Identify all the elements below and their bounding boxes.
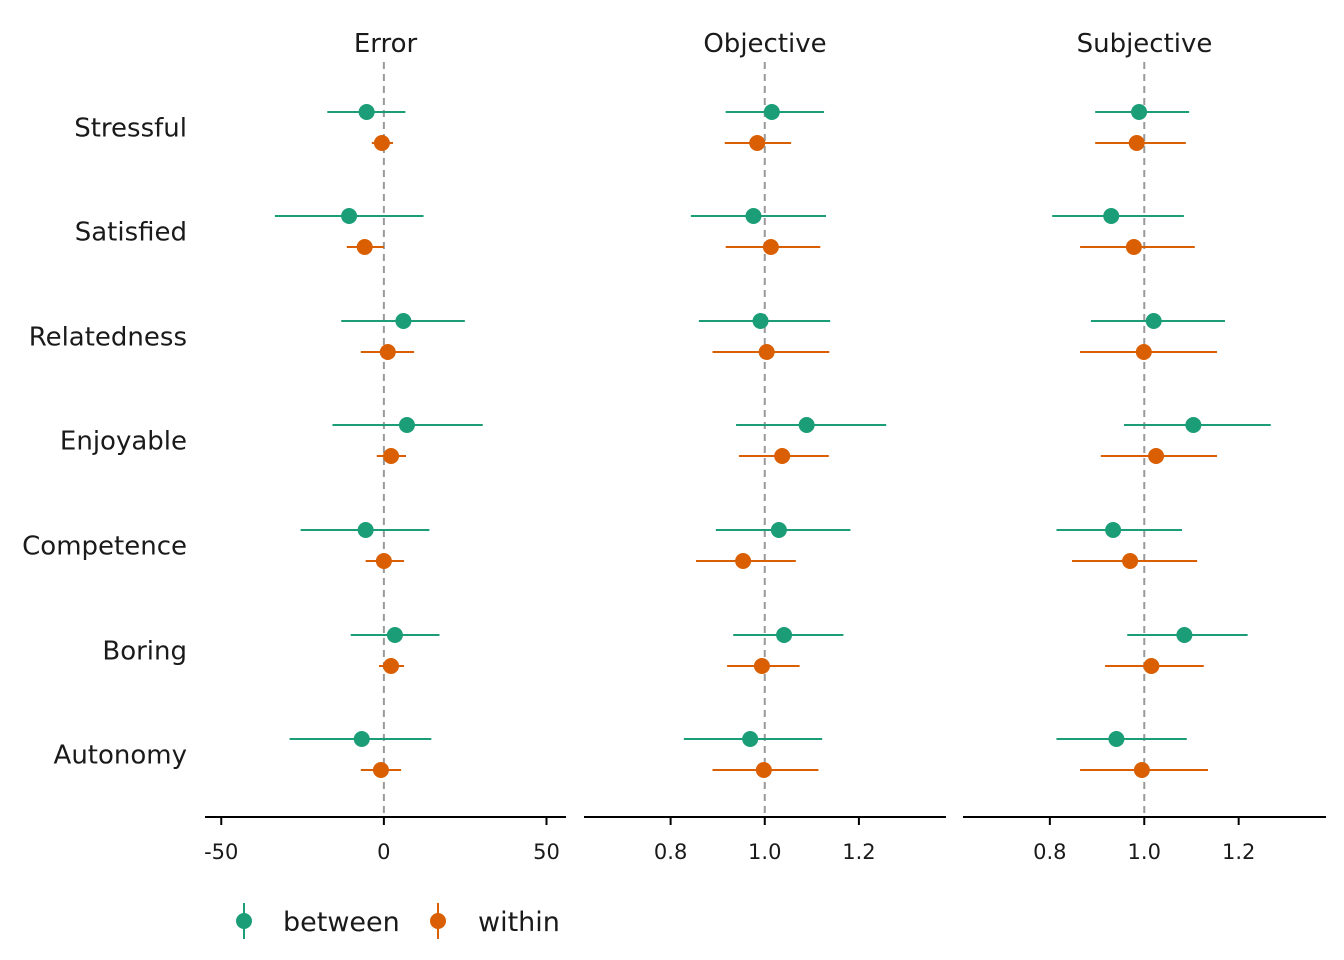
x-tick-label: 1.2 xyxy=(1222,840,1255,864)
point-within-enjoyable xyxy=(383,448,400,464)
x-tick-label: -50 xyxy=(204,840,238,864)
point-between-boring xyxy=(776,627,793,643)
legend: between within xyxy=(236,903,560,939)
point-within-relatedness xyxy=(379,344,396,360)
row-label-autonomy: Autonomy xyxy=(54,741,187,771)
point-within-stressful xyxy=(373,135,390,151)
point-between-satisfied xyxy=(1103,208,1120,224)
point-between-competence xyxy=(357,522,374,538)
point-within-autonomy xyxy=(372,762,389,778)
facet-panels: Error -50 0 50 Objective 0.8 1.0 1.2 Subjective 0… xyxy=(204,29,1326,864)
x-tick-label: 1.0 xyxy=(748,840,781,864)
row-label-enjoyable: Enjoyable xyxy=(60,427,187,457)
x-tick-label: 0.8 xyxy=(654,840,687,864)
legend-label: between xyxy=(283,907,400,938)
legend-key-point xyxy=(236,913,252,929)
panel-title: Error xyxy=(354,29,418,59)
point-within-stressful xyxy=(749,135,766,151)
point-between-enjoyable xyxy=(1185,417,1202,433)
panel-title: Subjective xyxy=(1077,29,1213,59)
point-within-competence xyxy=(375,553,392,569)
legend-key-point xyxy=(430,913,446,929)
point-between-stressful xyxy=(358,104,375,120)
point-between-relatedness xyxy=(395,313,412,329)
point-within-competence xyxy=(1122,553,1139,569)
x-tick-label: 0 xyxy=(377,840,390,864)
legend-item-within: within xyxy=(430,903,560,939)
row-label-stressful: Stressful xyxy=(74,114,187,144)
x-tick-label: 50 xyxy=(533,840,560,864)
point-between-autonomy xyxy=(1108,731,1125,747)
point-between-satisfied xyxy=(341,208,358,224)
point-between-enjoyable xyxy=(398,417,415,433)
point-between-boring xyxy=(386,627,403,643)
legend-label: within xyxy=(478,907,560,938)
point-between-autonomy xyxy=(353,731,370,747)
point-within-satisfied xyxy=(356,239,373,255)
point-within-competence xyxy=(735,553,752,569)
row-label-relatedness: Relatedness xyxy=(29,323,187,353)
panel-subjective: Subjective 0.8 1.0 1.2 xyxy=(963,29,1326,864)
point-between-satisfied xyxy=(745,208,762,224)
row-label-competence: Competence xyxy=(22,532,187,562)
panel-objective: Objective 0.8 1.0 1.2 xyxy=(584,29,946,864)
row-labels: Stressful Satisfied Relatedness Enjoyable Co… xyxy=(22,114,187,771)
point-within-relatedness xyxy=(1135,344,1152,360)
point-between-competence xyxy=(770,522,787,538)
point-between-boring xyxy=(1176,627,1193,643)
point-between-stressful xyxy=(1131,104,1148,120)
point-within-relatedness xyxy=(758,344,775,360)
point-within-enjoyable xyxy=(1148,448,1165,464)
point-within-satisfied xyxy=(762,239,779,255)
point-within-autonomy xyxy=(1133,762,1150,778)
x-tick-label: 1.0 xyxy=(1128,840,1161,864)
point-within-enjoyable xyxy=(774,448,791,464)
point-between-enjoyable xyxy=(798,417,815,433)
legend-item-between: between xyxy=(236,903,400,939)
point-within-satisfied xyxy=(1125,239,1142,255)
point-between-competence xyxy=(1105,522,1122,538)
point-within-boring xyxy=(383,658,400,674)
panel-error: Error -50 0 50 xyxy=(204,29,566,864)
point-within-boring xyxy=(1143,658,1160,674)
point-between-relatedness xyxy=(1145,313,1162,329)
point-within-boring xyxy=(753,658,770,674)
x-tick-label: 0.8 xyxy=(1033,840,1066,864)
panel-title: Objective xyxy=(703,29,826,59)
point-within-stressful xyxy=(1128,135,1145,151)
point-between-autonomy xyxy=(742,731,759,747)
point-within-autonomy xyxy=(755,762,772,778)
point-between-stressful xyxy=(763,104,780,120)
row-label-boring: Boring xyxy=(102,637,187,667)
row-label-satisfied: Satisfied xyxy=(75,218,187,248)
x-tick-label: 1.2 xyxy=(842,840,875,864)
point-between-relatedness xyxy=(752,313,769,329)
